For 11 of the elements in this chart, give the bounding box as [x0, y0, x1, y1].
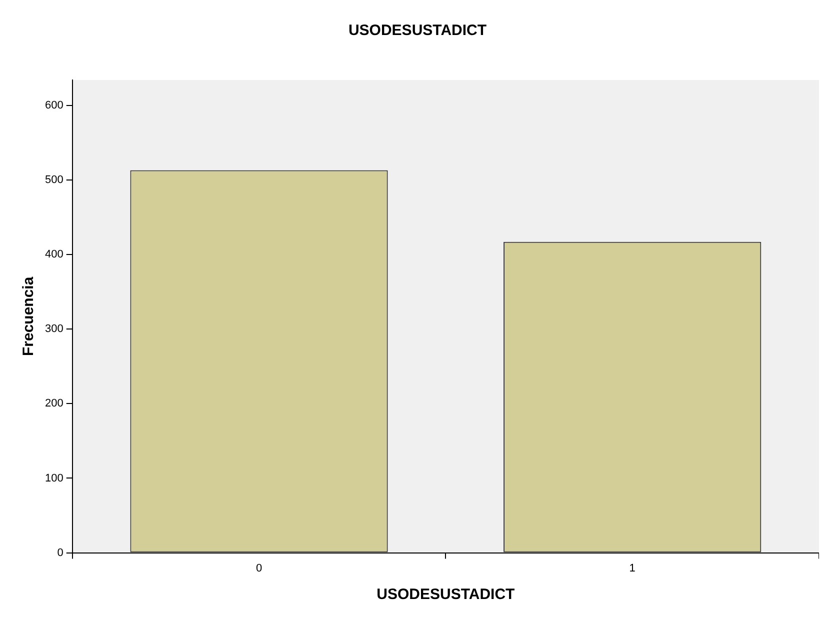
y-tick-label: 0	[57, 546, 64, 559]
y-tick-label: 500	[44, 174, 64, 186]
y-tick-label: 200	[44, 398, 64, 410]
chart-title: USODESUSTADICT	[348, 22, 487, 40]
y-tick-label: 300	[44, 323, 64, 336]
y-axis-title: Frecuencia	[20, 276, 38, 356]
x-tick-label: 1	[629, 562, 636, 574]
y-tick-label: 400	[44, 248, 64, 261]
y-tick-label: 600	[44, 99, 64, 112]
y-tick-label: 100	[44, 472, 64, 484]
x-axis-title: USODESUSTADICT	[376, 586, 515, 604]
